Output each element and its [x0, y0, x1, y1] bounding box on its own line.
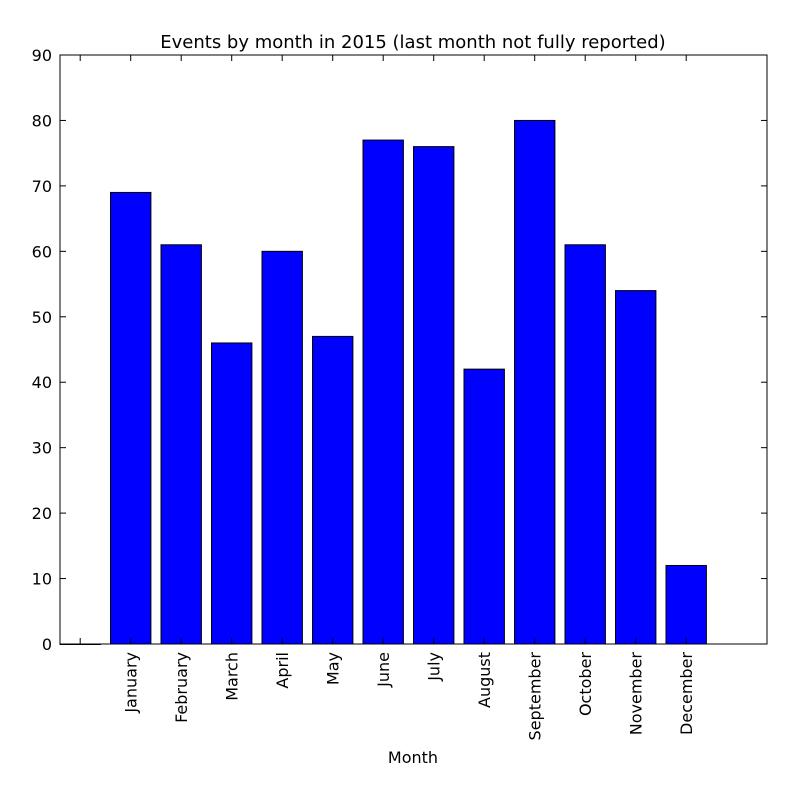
x-axis-label: Month — [388, 748, 438, 767]
x-tick-label: August — [475, 652, 494, 708]
bar-december — [665, 564, 707, 645]
y-tick-label: 40 — [32, 373, 52, 392]
y-tick-label: 70 — [32, 177, 52, 196]
bar-may — [312, 335, 354, 645]
bar-october — [564, 244, 606, 645]
bar-july — [413, 146, 455, 645]
bar-april — [261, 250, 303, 645]
y-tick-label: 60 — [32, 242, 52, 261]
y-tick-label: 30 — [32, 439, 52, 458]
y-tick-label: 90 — [32, 46, 52, 65]
x-axis: January February March April May June July Augu… — [79, 55, 696, 741]
bar-march — [211, 342, 253, 645]
x-tick-label: June — [374, 652, 393, 688]
bar-september — [514, 119, 556, 645]
x-tick-label: July — [425, 652, 444, 682]
x-tick-label: January — [122, 652, 141, 714]
y-tick-label: 0 — [42, 635, 52, 654]
x-tick-label: September — [526, 652, 545, 741]
y-tick-label: 50 — [32, 308, 52, 327]
y-axis: 0 10 20 30 40 50 60 70 80 90 — [32, 46, 767, 654]
x-tick-label: March — [223, 652, 242, 701]
x-tick-label: May — [324, 652, 343, 685]
x-tick-label: April — [273, 652, 292, 689]
bar-november — [615, 290, 657, 645]
chart-title: Events by month in 2015 (last month not … — [160, 32, 665, 53]
bars-group — [59, 119, 707, 645]
bar-february — [160, 244, 202, 645]
bar-june — [362, 139, 404, 645]
x-tick-label: December — [677, 652, 696, 735]
bar-august — [463, 368, 505, 645]
bar-january — [110, 191, 152, 645]
y-tick-label: 20 — [32, 504, 52, 523]
x-tick-label: November — [627, 652, 646, 736]
plot-frame — [59, 54, 768, 645]
x-tick-label: October — [576, 652, 595, 716]
x-tick-label: February — [172, 652, 191, 723]
y-tick-label: 80 — [32, 111, 52, 130]
y-tick-label: 10 — [32, 570, 52, 589]
